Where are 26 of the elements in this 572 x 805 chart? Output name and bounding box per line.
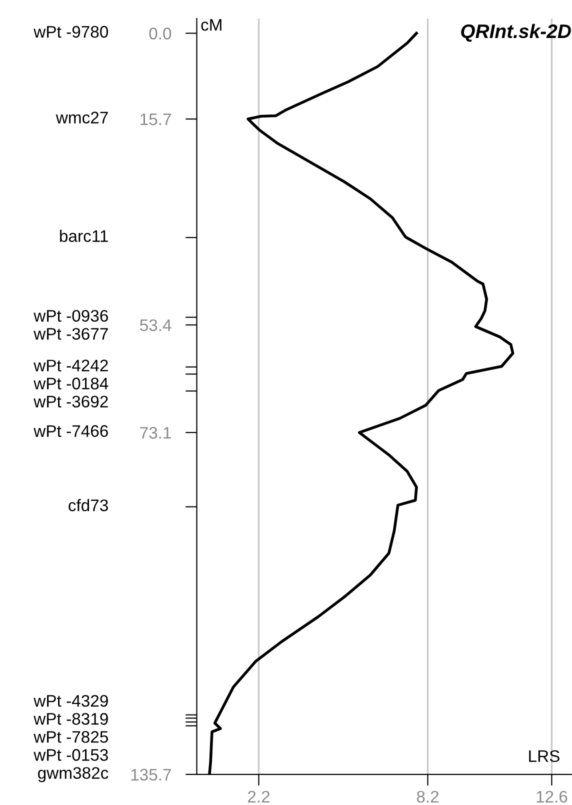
text: cfd73: [68, 499, 108, 512]
y-tick-label: 15.7: [140, 114, 171, 126]
y-tick-label: 73.1: [140, 426, 171, 439]
text: gwm382c: [38, 767, 108, 782]
x-axis-title: LRS: [529, 750, 560, 762]
text: wPt -3677: [34, 328, 108, 340]
text: wPt -4329: [34, 694, 108, 707]
text: barc11: [60, 230, 108, 242]
text: wPt -0184: [34, 378, 108, 390]
text: wPt -0153: [34, 749, 108, 761]
chart-title: QRInt.sk-2D: [461, 24, 571, 42]
y-tick-label: 0.0: [149, 28, 172, 40]
text: wPt -7466: [34, 425, 108, 437]
text: wPt -3692: [34, 396, 108, 408]
text: wmc27: [56, 112, 108, 124]
text: wPt -4242: [34, 360, 108, 372]
x-tick-label: 2.2: [248, 790, 270, 802]
text: wPt -7825: [34, 731, 108, 743]
y-tick-label: 135.7: [131, 768, 171, 781]
text: wPt -0936: [34, 310, 108, 322]
y-tick-label: 53.4: [140, 319, 172, 332]
x-tick-label: 12.6: [536, 790, 568, 803]
x-tick-label: 8.2: [416, 790, 439, 803]
text: wPt -9780: [34, 26, 108, 38]
text: wPt -8319: [34, 713, 108, 725]
y-axis-title: cM: [201, 19, 222, 31]
